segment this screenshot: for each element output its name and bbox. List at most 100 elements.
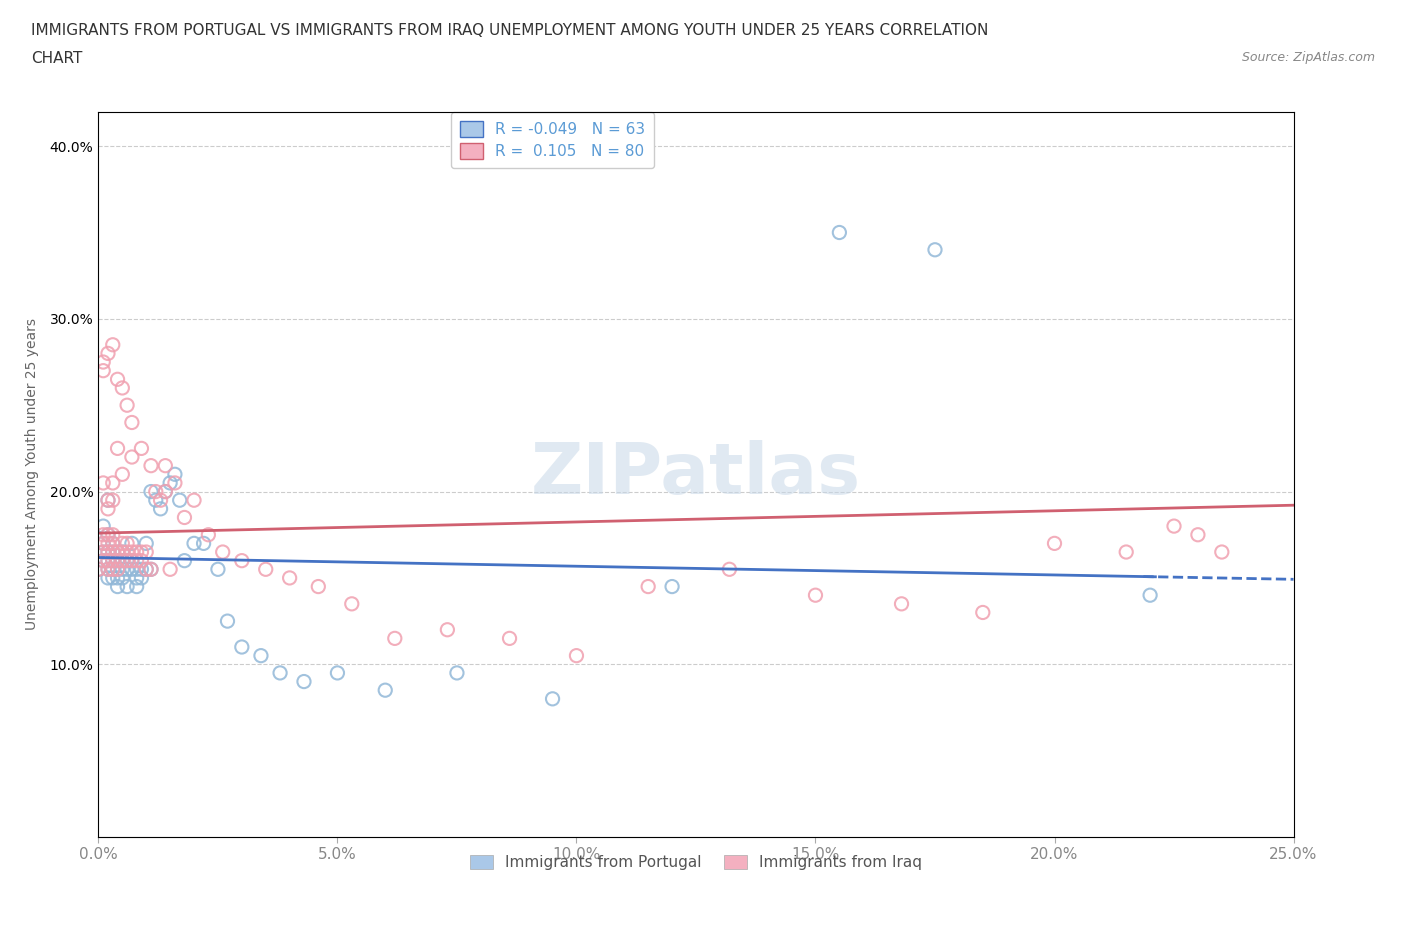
Point (139, 485, 162, 499)
Point (145, 485, 167, 499)
Text: CHART: CHART (31, 51, 83, 66)
Point (211, 545, 233, 560)
Point (217, 614, 239, 629)
Point (121, 553, 143, 568)
Point (254, 562, 277, 577)
Point (115, 398, 138, 413)
Point (446, 666, 468, 681)
Point (111, 467, 134, 482)
Point (1211, 545, 1233, 560)
Point (91, 553, 114, 568)
Point (169, 493, 191, 508)
Point (125, 553, 148, 568)
Point (107, 553, 129, 568)
Point (125, 570, 148, 585)
Point (804, 588, 827, 603)
Point (541, 691, 564, 706)
Point (101, 475, 124, 490)
Point (107, 553, 129, 568)
Point (384, 631, 406, 645)
Point (87, 562, 110, 577)
Point (436, 622, 458, 637)
Point (101, 536, 124, 551)
Point (111, 380, 134, 395)
Point (121, 545, 143, 560)
Point (111, 536, 134, 551)
Point (269, 666, 291, 681)
Point (139, 458, 162, 473)
Point (163, 467, 186, 482)
Point (115, 553, 138, 568)
Point (135, 562, 157, 577)
Point (97, 536, 120, 551)
Point (101, 545, 124, 560)
Y-axis label: Unemployment Among Youth under 25 years: Unemployment Among Youth under 25 years (24, 318, 38, 631)
Point (173, 510, 195, 525)
Point (374, 683, 396, 698)
Point (121, 553, 143, 568)
Point (183, 536, 205, 551)
Point (107, 562, 129, 577)
Point (91, 536, 114, 551)
Point (125, 545, 148, 560)
Point (101, 553, 124, 568)
Point (155, 458, 177, 473)
Point (97, 553, 120, 568)
Point (121, 536, 143, 551)
Point (326, 666, 349, 681)
Point (115, 545, 138, 560)
Point (91, 527, 114, 542)
Point (101, 562, 124, 577)
Point (97, 346, 120, 361)
Point (155, 485, 177, 499)
Point (139, 562, 162, 577)
Point (183, 493, 205, 508)
Point (97, 562, 120, 577)
Point (292, 674, 315, 689)
Point (149, 493, 172, 508)
Point (101, 570, 124, 585)
Point (250, 648, 273, 663)
Point (193, 536, 215, 551)
Point (139, 562, 162, 577)
Point (718, 562, 741, 577)
Point (101, 338, 124, 352)
Point (97, 527, 120, 542)
Point (231, 640, 253, 655)
Point (107, 441, 129, 456)
Point (107, 372, 129, 387)
Point (101, 553, 124, 568)
Point (131, 562, 153, 577)
Point (107, 545, 129, 560)
Point (111, 545, 134, 560)
Point (91, 475, 114, 490)
Point (91, 536, 114, 551)
Point (231, 553, 253, 568)
Point (115, 562, 138, 577)
Point (135, 536, 157, 551)
Text: Source: ZipAtlas.com: Source: ZipAtlas.com (1241, 51, 1375, 64)
Point (498, 631, 520, 645)
Point (890, 596, 912, 611)
Point (111, 553, 134, 568)
Point (159, 475, 181, 490)
Point (115, 579, 138, 594)
Point (91, 545, 114, 560)
Point (163, 475, 186, 490)
Point (107, 562, 129, 577)
Point (565, 648, 588, 663)
Point (173, 553, 195, 568)
Point (278, 570, 301, 585)
Point (149, 501, 172, 516)
Point (97, 527, 120, 542)
Point (197, 527, 219, 542)
Point (111, 553, 134, 568)
Point (924, 243, 946, 258)
Point (307, 579, 329, 594)
Point (828, 225, 851, 240)
Point (155, 485, 177, 499)
Point (97, 562, 120, 577)
Point (97, 545, 120, 560)
Legend: Immigrants from Portugal, Immigrants from Iraq: Immigrants from Portugal, Immigrants fro… (464, 849, 928, 876)
Point (135, 545, 157, 560)
